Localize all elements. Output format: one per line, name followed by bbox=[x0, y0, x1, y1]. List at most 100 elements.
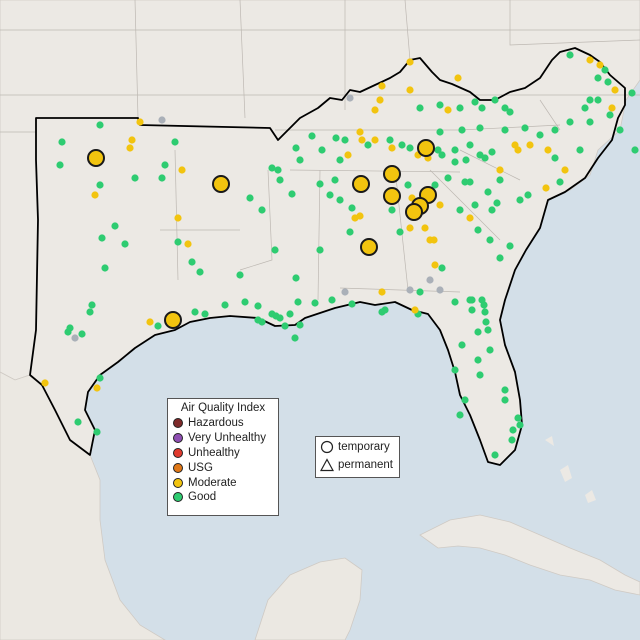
good-station-marker[interactable] bbox=[416, 104, 424, 112]
nodata-station-marker[interactable] bbox=[71, 334, 79, 342]
good-station-marker[interactable] bbox=[468, 306, 476, 314]
good-station-marker[interactable] bbox=[332, 134, 340, 142]
moderate-station-marker[interactable] bbox=[526, 141, 534, 149]
good-station-marker[interactable] bbox=[551, 126, 559, 134]
good-station-marker[interactable] bbox=[96, 374, 104, 382]
good-station-marker[interactable] bbox=[296, 321, 304, 329]
moderate-station-marker[interactable] bbox=[406, 224, 414, 232]
good-station-marker[interactable] bbox=[348, 300, 356, 308]
good-station-marker[interactable] bbox=[496, 254, 504, 262]
good-station-marker[interactable] bbox=[316, 246, 324, 254]
good-station-marker[interactable] bbox=[456, 206, 464, 214]
good-station-marker[interactable] bbox=[481, 154, 489, 162]
good-station-marker[interactable] bbox=[386, 136, 394, 144]
moderate-station-marker[interactable] bbox=[371, 106, 379, 114]
moderate-station-marker[interactable] bbox=[426, 236, 434, 244]
good-station-marker[interactable] bbox=[318, 146, 326, 154]
good-station-marker[interactable] bbox=[346, 228, 354, 236]
good-station-marker[interactable] bbox=[501, 126, 509, 134]
moderate-station-marker[interactable] bbox=[444, 106, 452, 114]
good-station-marker[interactable] bbox=[462, 156, 470, 164]
good-station-marker[interactable] bbox=[458, 341, 466, 349]
nodata-station-marker[interactable] bbox=[426, 276, 434, 284]
good-station-marker[interactable] bbox=[594, 96, 602, 104]
good-station-marker[interactable] bbox=[594, 74, 602, 82]
good-station-marker[interactable] bbox=[451, 366, 459, 374]
good-station-marker[interactable] bbox=[158, 174, 166, 182]
moderate-station-marker[interactable] bbox=[136, 118, 144, 126]
nodata-station-marker[interactable] bbox=[341, 288, 349, 296]
good-station-marker[interactable] bbox=[96, 181, 104, 189]
good-station-marker[interactable] bbox=[516, 421, 524, 429]
moderate-station-marker[interactable] bbox=[561, 166, 569, 174]
good-station-marker[interactable] bbox=[58, 138, 66, 146]
good-station-marker[interactable] bbox=[476, 124, 484, 132]
good-station-marker[interactable] bbox=[154, 322, 162, 330]
good-station-marker[interactable] bbox=[288, 190, 296, 198]
good-station-marker[interactable] bbox=[236, 271, 244, 279]
good-station-marker[interactable] bbox=[311, 299, 319, 307]
good-station-marker[interactable] bbox=[484, 188, 492, 196]
good-station-marker[interactable] bbox=[496, 176, 504, 184]
good-station-marker[interactable] bbox=[486, 236, 494, 244]
moderate-station-marker[interactable] bbox=[178, 166, 186, 174]
good-station-marker[interactable] bbox=[74, 418, 82, 426]
good-station-marker[interactable] bbox=[286, 310, 294, 318]
good-station-marker[interactable] bbox=[341, 136, 349, 144]
good-station-marker[interactable] bbox=[506, 108, 514, 116]
good-station-marker[interactable] bbox=[191, 308, 199, 316]
good-station-marker[interactable] bbox=[466, 141, 474, 149]
good-station-marker[interactable] bbox=[416, 288, 424, 296]
good-station-marker[interactable] bbox=[601, 66, 609, 74]
good-station-marker[interactable] bbox=[628, 89, 636, 97]
good-station-marker[interactable] bbox=[506, 242, 514, 250]
moderate-temporary-monitor-marker[interactable] bbox=[212, 175, 230, 193]
moderate-station-marker[interactable] bbox=[406, 86, 414, 94]
good-station-marker[interactable] bbox=[474, 356, 482, 364]
good-station-marker[interactable] bbox=[509, 426, 517, 434]
good-station-marker[interactable] bbox=[566, 51, 574, 59]
moderate-station-marker[interactable] bbox=[388, 144, 396, 152]
good-station-marker[interactable] bbox=[161, 161, 169, 169]
good-station-marker[interactable] bbox=[308, 132, 316, 140]
good-station-marker[interactable] bbox=[451, 158, 459, 166]
good-station-marker[interactable] bbox=[246, 194, 254, 202]
good-station-marker[interactable] bbox=[484, 326, 492, 334]
good-station-marker[interactable] bbox=[436, 101, 444, 109]
good-station-marker[interactable] bbox=[551, 154, 559, 162]
good-station-marker[interactable] bbox=[604, 78, 612, 86]
moderate-temporary-monitor-marker[interactable] bbox=[360, 238, 378, 256]
good-station-marker[interactable] bbox=[121, 240, 129, 248]
good-station-marker[interactable] bbox=[296, 156, 304, 164]
good-station-marker[interactable] bbox=[436, 128, 444, 136]
good-station-marker[interactable] bbox=[292, 274, 300, 282]
good-station-marker[interactable] bbox=[398, 141, 406, 149]
good-station-marker[interactable] bbox=[201, 310, 209, 318]
good-station-marker[interactable] bbox=[328, 296, 336, 304]
moderate-station-marker[interactable] bbox=[184, 240, 192, 248]
good-station-marker[interactable] bbox=[276, 176, 284, 184]
good-station-marker[interactable] bbox=[274, 166, 282, 174]
moderate-temporary-monitor-marker[interactable] bbox=[405, 203, 423, 221]
moderate-station-marker[interactable] bbox=[466, 214, 474, 222]
good-station-marker[interactable] bbox=[131, 174, 139, 182]
good-station-marker[interactable] bbox=[586, 96, 594, 104]
good-station-marker[interactable] bbox=[474, 328, 482, 336]
moderate-station-marker[interactable] bbox=[514, 146, 522, 154]
moderate-station-marker[interactable] bbox=[611, 86, 619, 94]
nodata-station-marker[interactable] bbox=[158, 116, 166, 124]
good-station-marker[interactable] bbox=[488, 148, 496, 156]
good-station-marker[interactable] bbox=[471, 201, 479, 209]
good-station-marker[interactable] bbox=[56, 161, 64, 169]
moderate-station-marker[interactable] bbox=[126, 144, 134, 152]
moderate-station-marker[interactable] bbox=[344, 151, 352, 159]
good-station-marker[interactable] bbox=[451, 146, 459, 154]
good-station-marker[interactable] bbox=[468, 296, 476, 304]
moderate-station-marker[interactable] bbox=[91, 191, 99, 199]
good-station-marker[interactable] bbox=[431, 181, 439, 189]
good-station-marker[interactable] bbox=[556, 178, 564, 186]
moderate-station-marker[interactable] bbox=[596, 61, 604, 69]
moderate-station-marker[interactable] bbox=[93, 384, 101, 392]
good-station-marker[interactable] bbox=[316, 180, 324, 188]
